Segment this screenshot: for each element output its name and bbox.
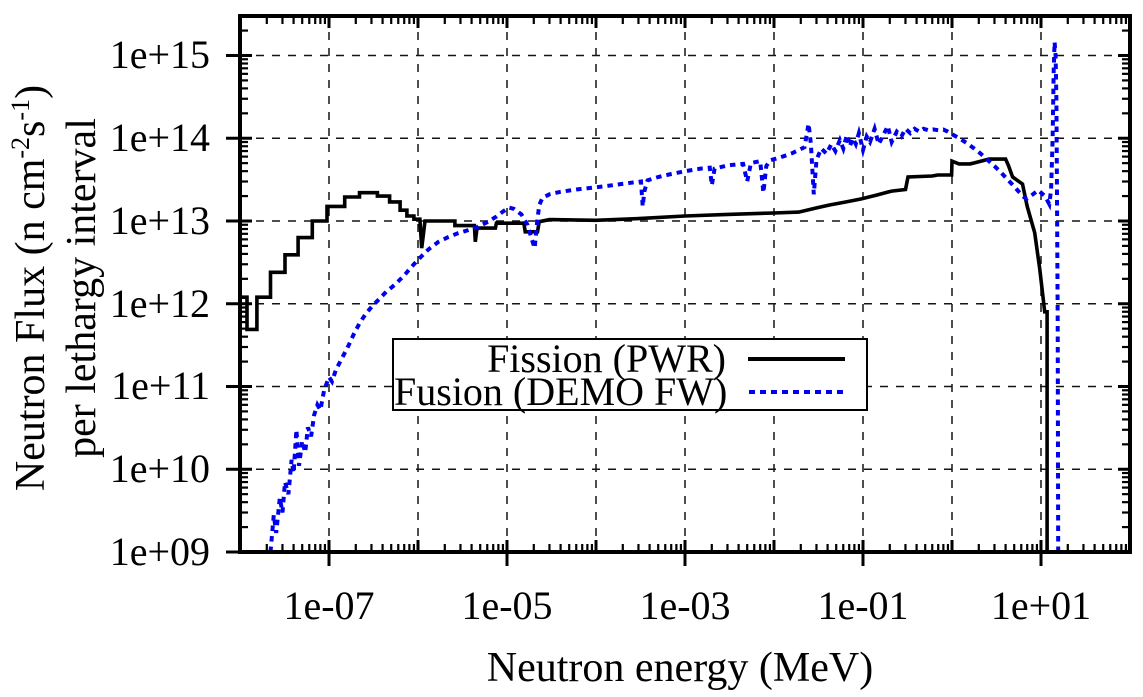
y-tick-label: 1e+14 xyxy=(109,115,210,161)
y-tick-label: 1e+13 xyxy=(109,197,210,243)
y-tick-label: 1e+09 xyxy=(109,529,210,574)
series-fission-pwr- xyxy=(240,157,1049,552)
legend-label-fusion: Fusion (DEMO FW) xyxy=(394,369,728,414)
y-title-superscript: -1 xyxy=(6,98,35,121)
y-tick-label: 1e+12 xyxy=(109,280,210,326)
x-tick-label: 1e-03 xyxy=(639,583,731,628)
legend-row-fission: Fission (PWR) xyxy=(394,336,866,381)
legend-line-sample-dashed xyxy=(749,389,847,394)
y-title-superscript: -2 xyxy=(6,136,35,159)
legend-label-fission: Fission (PWR) xyxy=(487,336,726,381)
x-tick-label: 1e-05 xyxy=(461,583,553,628)
series-fusion-demo-fw- xyxy=(268,41,1061,553)
x-tick-label: 1e-01 xyxy=(817,583,909,628)
y-tick-label: 1e+11 xyxy=(111,363,210,409)
y-tick-label: 1e+10 xyxy=(109,446,210,492)
y-title-text: ) xyxy=(8,84,54,99)
x-tick-label: 1e+01 xyxy=(990,583,1092,628)
legend-row-fusion: Fusion (DEMO FW) xyxy=(394,369,866,414)
legend: Fission (PWR) Fusion (DEMO FW) xyxy=(392,336,868,414)
legend-line-sample-solid xyxy=(748,356,845,361)
x-axis-title: Neutron energy (MeV) xyxy=(486,645,874,691)
y-tick-label: 1e+15 xyxy=(109,32,210,78)
x-tick-label: 1e-07 xyxy=(283,583,375,628)
